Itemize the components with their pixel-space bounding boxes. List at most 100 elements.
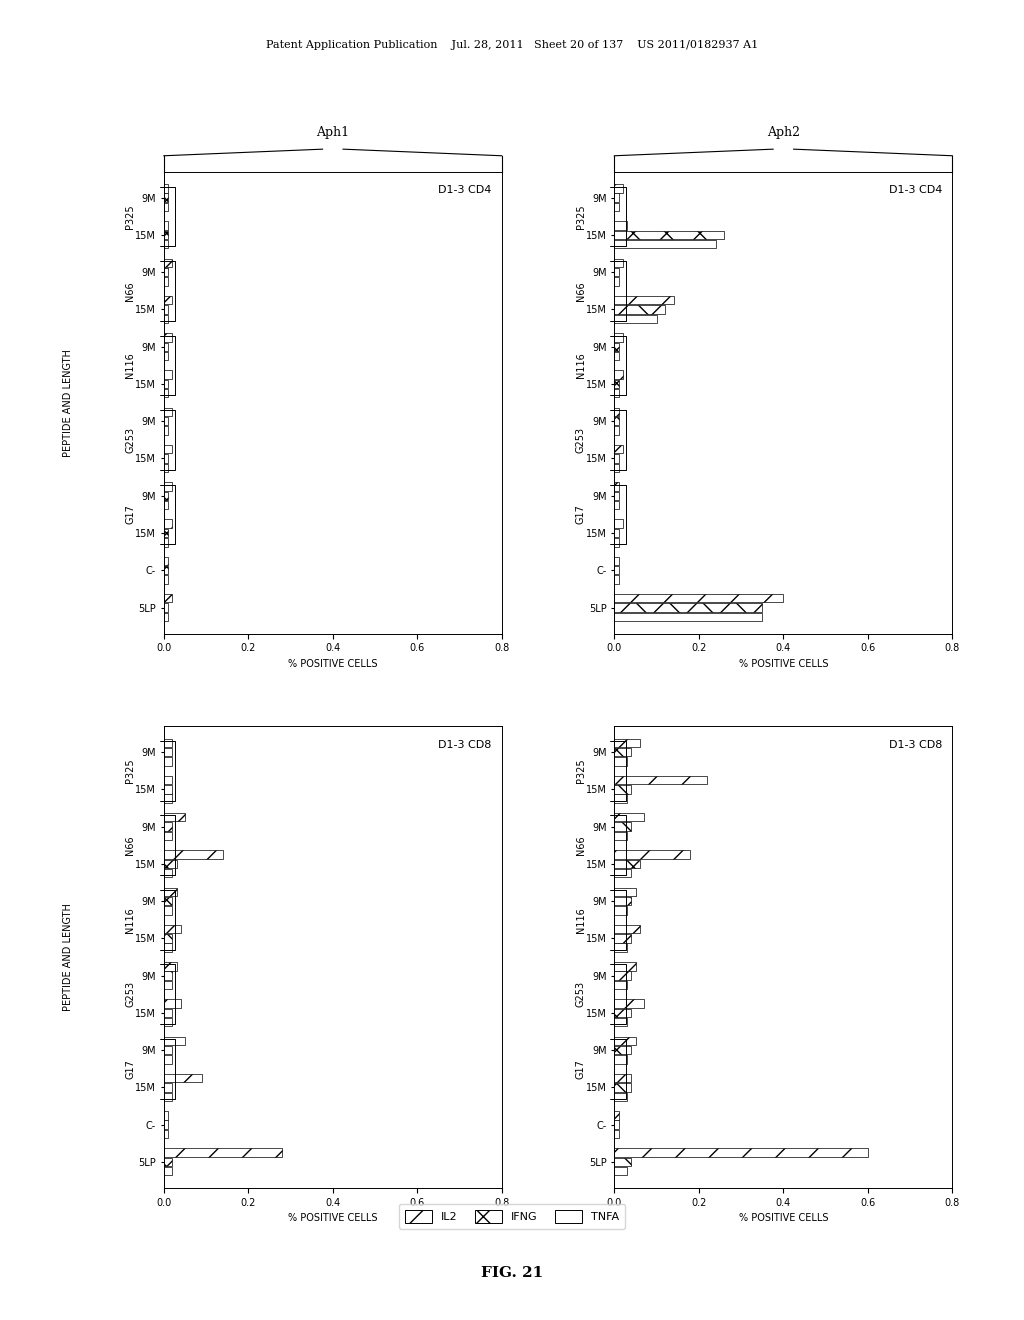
- Text: G17: G17: [125, 504, 135, 524]
- Text: D1-3 CD4: D1-3 CD4: [889, 186, 942, 195]
- Bar: [164, 748, 172, 756]
- Bar: [614, 869, 631, 878]
- Bar: [164, 342, 168, 351]
- Bar: [614, 739, 640, 747]
- Bar: [164, 445, 172, 453]
- Y-axis label: PEPTIDE AND LENGTH: PEPTIDE AND LENGTH: [62, 903, 73, 1011]
- Bar: [614, 1045, 631, 1055]
- Bar: [164, 520, 172, 528]
- Bar: [614, 1036, 636, 1045]
- Text: P325: P325: [575, 205, 586, 228]
- Text: D1-3 CD4: D1-3 CD4: [438, 186, 492, 195]
- Bar: [614, 380, 618, 388]
- Bar: [164, 1084, 172, 1092]
- Bar: [164, 557, 168, 565]
- X-axis label: % POSITIVE CELLS: % POSITIVE CELLS: [738, 659, 828, 669]
- Bar: [164, 417, 168, 425]
- Bar: [614, 999, 644, 1007]
- Text: N116: N116: [125, 907, 135, 933]
- Bar: [614, 259, 623, 267]
- X-axis label: % POSITIVE CELLS: % POSITIVE CELLS: [288, 1213, 378, 1224]
- Bar: [164, 1130, 168, 1138]
- Bar: [164, 999, 180, 1007]
- Bar: [164, 240, 168, 248]
- Bar: [614, 557, 618, 565]
- Bar: [164, 268, 168, 276]
- Text: P325: P325: [575, 759, 586, 783]
- Bar: [614, 296, 674, 305]
- Bar: [614, 491, 618, 500]
- Bar: [614, 371, 623, 379]
- Bar: [164, 813, 185, 821]
- Bar: [164, 907, 172, 915]
- Bar: [614, 500, 618, 510]
- Bar: [164, 1055, 172, 1064]
- Bar: [164, 603, 168, 611]
- Bar: [164, 371, 172, 379]
- Text: Aph1: Aph1: [316, 125, 349, 139]
- Bar: [164, 482, 172, 491]
- Bar: [614, 822, 631, 830]
- Bar: [164, 463, 168, 473]
- Bar: [614, 1167, 627, 1175]
- Bar: [614, 305, 666, 314]
- Text: G253: G253: [575, 981, 586, 1007]
- Bar: [164, 850, 223, 859]
- Bar: [614, 185, 623, 193]
- Text: N66: N66: [575, 836, 586, 855]
- Bar: [164, 454, 168, 463]
- Bar: [614, 795, 627, 803]
- Bar: [164, 277, 168, 285]
- Bar: [164, 576, 168, 583]
- Bar: [164, 566, 168, 574]
- Bar: [164, 776, 172, 784]
- Bar: [614, 333, 623, 342]
- Bar: [614, 194, 618, 202]
- Bar: [614, 832, 627, 840]
- Bar: [164, 935, 172, 942]
- Bar: [164, 500, 168, 510]
- Bar: [164, 944, 172, 952]
- Text: G17: G17: [575, 504, 586, 524]
- Bar: [164, 529, 168, 537]
- Bar: [164, 314, 168, 323]
- Bar: [164, 981, 172, 989]
- Text: N66: N66: [575, 281, 586, 301]
- Bar: [614, 603, 762, 611]
- Bar: [164, 1074, 202, 1082]
- Bar: [614, 944, 627, 952]
- Bar: [164, 822, 172, 830]
- Bar: [164, 785, 172, 793]
- Bar: [614, 566, 618, 574]
- Bar: [164, 1093, 172, 1101]
- Bar: [164, 1167, 172, 1175]
- Bar: [164, 380, 168, 388]
- Bar: [164, 1036, 185, 1045]
- Bar: [164, 296, 172, 305]
- Text: N116: N116: [125, 352, 135, 379]
- Bar: [614, 482, 618, 491]
- Bar: [614, 594, 783, 602]
- Bar: [614, 1121, 618, 1129]
- Bar: [164, 859, 176, 869]
- Bar: [614, 612, 762, 620]
- Bar: [614, 907, 627, 915]
- Bar: [614, 748, 631, 756]
- Bar: [164, 1045, 172, 1055]
- Bar: [164, 389, 168, 397]
- Bar: [164, 194, 168, 202]
- Bar: [614, 314, 656, 323]
- Bar: [614, 520, 623, 528]
- Bar: [164, 962, 176, 970]
- Bar: [164, 1111, 168, 1119]
- Bar: [614, 277, 618, 285]
- Text: D1-3 CD8: D1-3 CD8: [889, 741, 942, 750]
- Bar: [614, 426, 618, 434]
- Bar: [164, 612, 168, 620]
- Text: Patent Application Publication    Jul. 28, 2011   Sheet 20 of 137    US 2011/018: Patent Application Publication Jul. 28, …: [266, 40, 758, 50]
- Bar: [614, 342, 618, 351]
- Bar: [164, 1018, 172, 1027]
- Bar: [164, 972, 172, 979]
- Text: G253: G253: [125, 426, 135, 453]
- Bar: [164, 758, 172, 766]
